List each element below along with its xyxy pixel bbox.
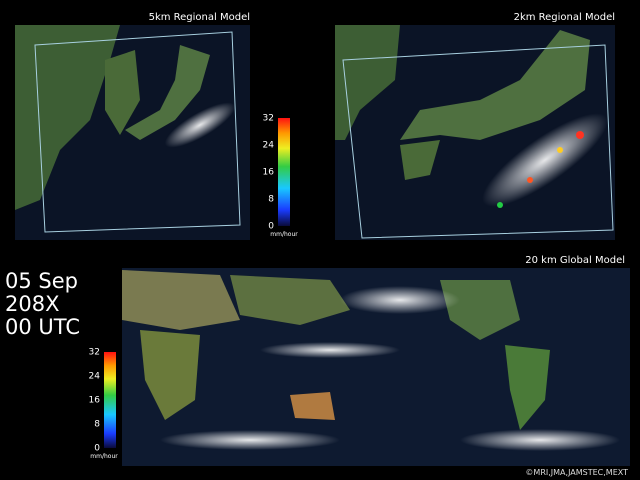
- colorbar-tick-label: 8: [94, 420, 100, 430]
- panel-title: 5km Regional Model: [149, 12, 250, 23]
- colorbar-tick-label: 24: [89, 372, 101, 382]
- colorbar-tick-label: 32: [263, 114, 274, 124]
- colorbar: [104, 352, 116, 448]
- panel-title: 20 km Global Model: [525, 255, 625, 266]
- colorbar-tick-label: 16: [263, 168, 275, 178]
- colorbar-tick-label: 24: [263, 141, 275, 151]
- panel-5km: 5km Regional Model: [15, 12, 250, 240]
- colorbar-unit: mm/hour: [270, 231, 298, 238]
- date: 05 Sep: [5, 269, 78, 293]
- panel-global: 20 km Global Model: [122, 255, 630, 466]
- panel-2km: 2km Regional Model: [335, 12, 615, 240]
- colorbar: [278, 118, 290, 226]
- colorbar-tick-label: 8: [268, 195, 274, 205]
- colorbar-tick-label: 32: [89, 348, 100, 358]
- panel-title: 2km Regional Model: [514, 12, 615, 23]
- colorbar-tick-label: 16: [89, 396, 101, 406]
- credit: ©MRI,JMA,JAMSTEC,MEXT: [525, 468, 628, 477]
- time: 00 UTC: [5, 315, 80, 339]
- colorbar-tick-label: 0: [94, 444, 100, 454]
- colorbar-tick-label: 0: [268, 222, 274, 232]
- colorbar-unit: mm/hour: [90, 453, 118, 460]
- year: 208X: [5, 292, 59, 316]
